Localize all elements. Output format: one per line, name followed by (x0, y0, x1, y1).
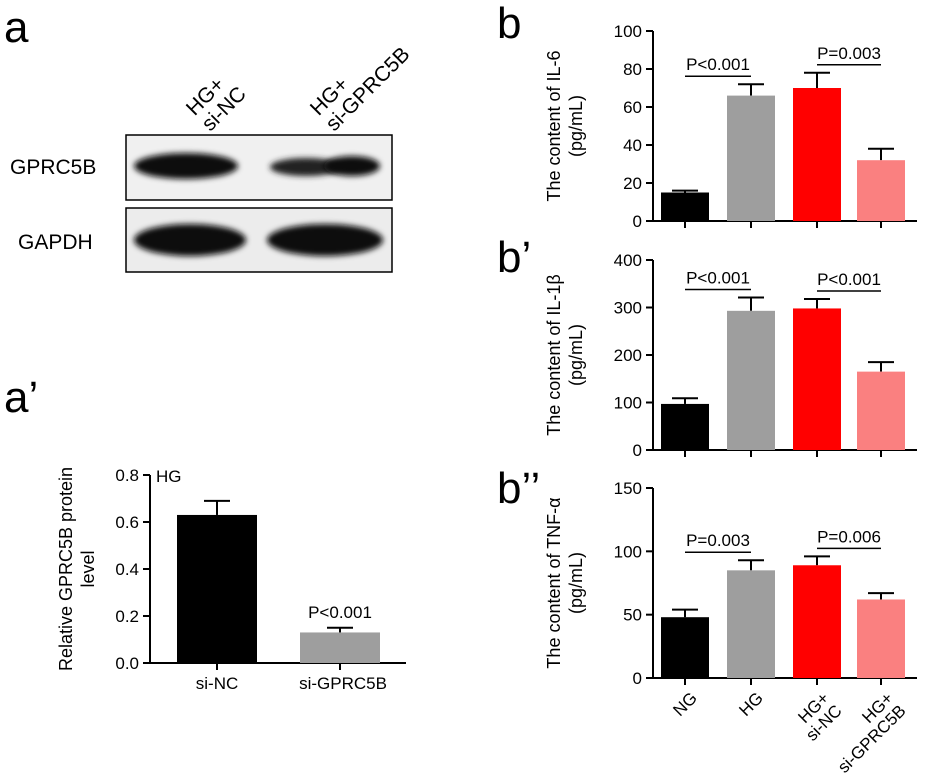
band-gprc5b-si-gprc5b-left (270, 158, 342, 176)
y-tick-label: 40 (623, 136, 642, 155)
y-tick-label: 0 (633, 441, 642, 460)
x-tick-label: NG (669, 688, 700, 719)
x-tick-label: HG (735, 688, 766, 719)
lane-label-si-gprc5b: HG+ si-GPRC5B (306, 43, 415, 136)
p-value-label: P<0.001 (817, 270, 881, 289)
panel-label-a: a (4, 3, 29, 52)
band-gprc5b-si-nc (134, 153, 238, 179)
chart-il1b: 0 100 200 300 400 The content of IL-1β (pg/mL)… (544, 251, 917, 460)
p-value-label: P<0.001 (686, 269, 750, 288)
x-tick-label: HG+si-NC (789, 688, 845, 744)
band-gapdh-si-gprc5b (267, 224, 383, 256)
y-tick-label: 0.4 (115, 560, 139, 579)
bar-hg-si-nc (793, 88, 841, 221)
y-tick-label: 80 (623, 60, 642, 79)
y-tick-label: 0.6 (115, 513, 139, 532)
annotation-hg: HG (156, 467, 182, 486)
p-value-label: P=0.003 (686, 531, 750, 550)
bar-hg (727, 310, 775, 450)
y-tick-label: 50 (623, 606, 642, 625)
y-tick-label: 60 (623, 98, 642, 117)
y-tick-label: 0 (633, 669, 642, 688)
y-tick-label: 100 (614, 394, 642, 413)
bar-si-nc (177, 514, 257, 663)
p-value-label: P<0.001 (308, 603, 372, 622)
band-gapdh-si-nc (134, 224, 246, 256)
bar-hg-si-gprc5b (857, 599, 905, 678)
bar-hg-si-nc (793, 308, 841, 450)
x-tick-label: HG+si-GPRC5B (821, 688, 909, 776)
y-tick-label: 0.2 (115, 607, 139, 626)
bar-hg (727, 570, 775, 678)
p-value-label: P=0.006 (817, 527, 881, 546)
chart-il6: 0 20 40 60 80 100 The content of IL-6 (pg/mL) P<… (544, 22, 917, 231)
y-axis-label: The content of TNF-α (pg/mL) (544, 497, 586, 668)
bar-hg-si-gprc5b (857, 371, 905, 450)
bar-si-gprc5b (300, 632, 380, 663)
panel-label-b-prime: b’ (497, 233, 531, 282)
p-value-label: P=0.003 (817, 44, 881, 63)
lane-label-si-nc: HG+ si-NC (182, 73, 251, 136)
blot-row-label-gprc5b: GPRC5B (10, 156, 96, 179)
y-tick-label: 150 (614, 479, 642, 498)
y-tick-label: 0 (633, 212, 642, 231)
bar-ng (661, 617, 709, 678)
bar-ng (661, 192, 709, 221)
y-tick-label: 0.8 (115, 466, 139, 485)
chart-relative-gprc5b: 0.0 0.2 0.4 0.6 0.8 Relative GPRC5B protein le… (56, 466, 406, 693)
y-tick-label: 20 (623, 174, 642, 193)
bar-hg-si-gprc5b (857, 160, 905, 221)
y-tick-label: 200 (614, 346, 642, 365)
y-tick-label: 0.0 (115, 654, 139, 673)
panel-label-b: b (497, 0, 521, 48)
chart-tnfa: 0 50 100 150 The content of TNF-α (pg/mL) NG HG… (544, 479, 917, 777)
y-tick-label: 100 (614, 542, 642, 561)
y-axis-label: The content of IL-1β (pg/mL) (544, 274, 586, 435)
x-tick-label: si-GPRC5B (299, 674, 387, 693)
y-axis-label: The content of IL-6 (pg/mL) (544, 50, 586, 201)
y-tick-label: 300 (614, 299, 642, 318)
band-gprc5b-si-gprc5b-right (324, 156, 380, 176)
bar-hg-si-nc (793, 565, 841, 678)
panel-label-b-double-prime: b’’ (497, 464, 540, 513)
x-tick-label: si-NC (196, 674, 239, 693)
p-value-label: P<0.001 (686, 55, 750, 74)
bar-hg (727, 95, 775, 221)
panel-label-a-prime: a’ (4, 373, 38, 422)
blot-row-label-gapdh: GAPDH (18, 231, 93, 254)
y-axis-label: Relative GPRC5B protein level (56, 467, 98, 671)
y-tick-label: 100 (614, 22, 642, 41)
bar-ng (661, 403, 709, 450)
y-tick-label: 400 (614, 251, 642, 270)
western-blot: HG+ si-NC HG+ si-GPRC5B GPRC5B GAPDH (10, 43, 415, 273)
